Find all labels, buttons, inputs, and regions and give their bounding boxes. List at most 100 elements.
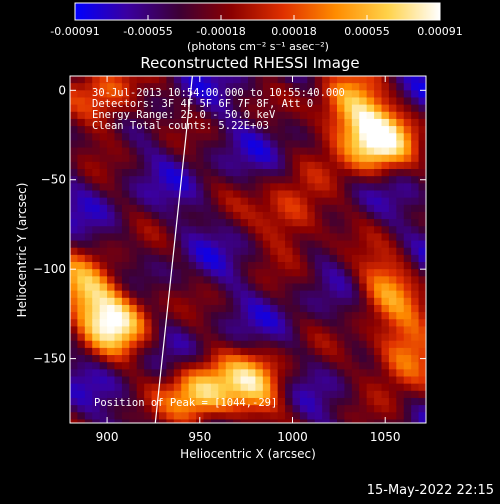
heatmap-cell (84, 233, 93, 242)
heatmap-cell (70, 347, 79, 356)
heatmap-cell (351, 126, 360, 134)
heatmap-cell (92, 397, 101, 406)
heatmap-cell (159, 226, 168, 235)
heatmap-cell (107, 240, 116, 249)
heatmap-cell (196, 340, 205, 349)
heatmap-cell (188, 133, 197, 141)
heatmap-cell (285, 161, 294, 170)
x-axis: 900 950 1000 1050 (96, 76, 400, 444)
heatmap-cell (166, 262, 175, 270)
heatmap-cell (285, 340, 294, 349)
heatmap-cell (292, 333, 301, 342)
heatmap-cell (329, 147, 338, 156)
heatmap-cell (70, 397, 79, 406)
heatmap-cell (166, 340, 175, 349)
heatmap-cell (248, 176, 257, 184)
heatmap-cell (92, 147, 101, 156)
heatmap-cell (388, 312, 397, 320)
heatmap-cell (225, 340, 234, 349)
heatmap-cell (285, 126, 294, 134)
heatmap-cell (84, 269, 93, 277)
heatmap-cell (262, 362, 271, 370)
heatmap-cell (121, 90, 130, 99)
heatmap-cell (107, 340, 116, 349)
heatmap-cell (270, 111, 279, 120)
heatmap-cell (136, 147, 145, 156)
heatmap-cell (240, 83, 249, 91)
heatmap-cell (188, 90, 197, 99)
heatmap-cell (388, 97, 397, 106)
heatmap-cell (248, 347, 257, 356)
heatmap-cell (136, 326, 145, 335)
heatmap-cell (203, 340, 212, 349)
heatmap-cell (84, 397, 93, 406)
heatmap-cell (114, 111, 123, 120)
heatmap-cell (307, 333, 316, 342)
heatmap-cell (351, 333, 360, 342)
heatmap-cell (337, 262, 346, 270)
heatmap-cell (374, 276, 383, 285)
heatmap-cell (277, 176, 286, 184)
heatmap-cell (396, 369, 405, 378)
heatmap-cell (322, 362, 331, 370)
heatmap-cell (322, 412, 331, 421)
heatmap-cell (292, 126, 301, 134)
colorbar-tick-label: -0.00018 (196, 25, 245, 38)
heatmap-cell (277, 254, 286, 263)
heatmap-cell (151, 247, 160, 256)
heatmap-cell (92, 83, 101, 91)
heatmap-cell (337, 104, 346, 113)
heatmap-cell (225, 254, 234, 263)
heatmap-cell (203, 83, 212, 91)
heatmap-cell (151, 133, 160, 141)
heatmap-cell (366, 247, 375, 256)
heatmap-cell (107, 211, 116, 220)
heatmap-cell (159, 147, 168, 156)
heatmap-cell (299, 319, 308, 328)
heatmap-cell (314, 419, 323, 423)
heatmap-cell (388, 233, 397, 242)
heatmap-cell (388, 118, 397, 127)
heatmap-cell (233, 276, 242, 285)
heatmap-cell (181, 97, 190, 106)
heatmap-cell (92, 347, 101, 356)
heatmap-cell (277, 97, 286, 106)
heatmap-cell (418, 397, 426, 406)
heatmap-cell (366, 297, 375, 306)
heatmap-cell (240, 133, 249, 141)
heatmap-cell (418, 240, 426, 249)
heatmap-cell (92, 412, 101, 421)
heatmap-cell (307, 111, 316, 120)
heatmap-cell (299, 405, 308, 413)
heatmap-cell (114, 140, 123, 149)
heatmap-cell (292, 419, 301, 423)
heatmap-cell (396, 118, 405, 127)
heatmap-cell (403, 161, 412, 170)
heatmap-cell (84, 376, 93, 385)
heatmap-cell (136, 405, 145, 413)
y-tick-label: −50 (41, 173, 66, 187)
heatmap-cell (136, 169, 145, 177)
heatmap-cell (299, 326, 308, 335)
heatmap-cell (337, 211, 346, 220)
heatmap-cell (374, 304, 383, 313)
heatmap-cell (129, 333, 138, 342)
heatmap-cell (233, 383, 242, 392)
heatmap-cell (351, 219, 360, 227)
heatmap-cell (181, 118, 190, 127)
heatmap-cell (181, 83, 190, 91)
heatmap-cell (262, 304, 271, 313)
heatmap-cell (314, 111, 323, 120)
heatmap-cell (337, 297, 346, 306)
heatmap-cell (166, 376, 175, 385)
heatmap-cell (188, 126, 197, 134)
heatmap-cell (84, 76, 93, 84)
heatmap-cell (70, 126, 79, 134)
heatmap-cell (121, 197, 130, 206)
heatmap-cell (114, 169, 123, 177)
heatmap-cell (292, 269, 301, 277)
heatmap-cell (121, 397, 130, 406)
heatmap-cell (277, 412, 286, 421)
heatmap-cell (136, 412, 145, 421)
heatmap-cell (403, 154, 412, 163)
